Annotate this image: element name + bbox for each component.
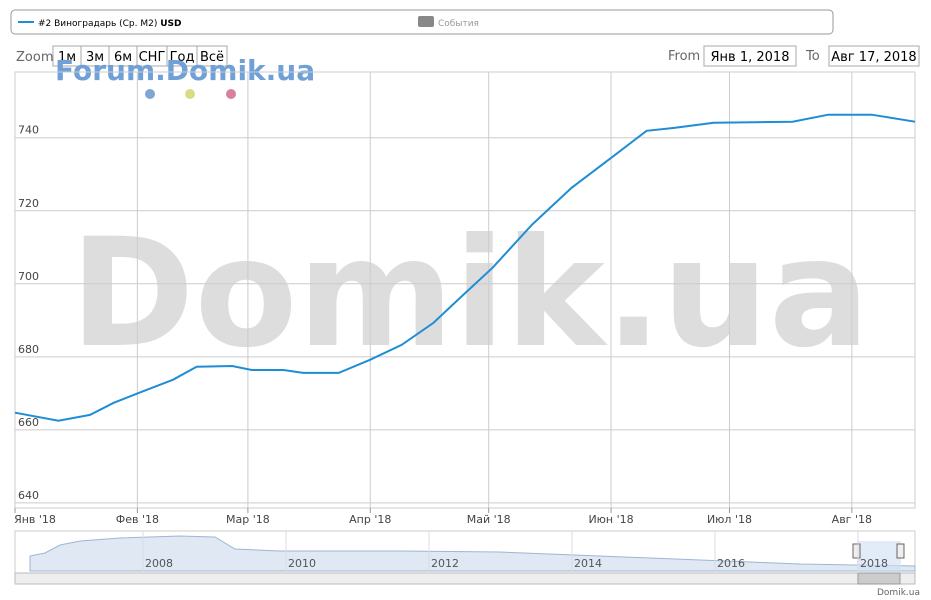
from-input[interactable] [703,45,797,67]
y-tick-label: 700 [18,270,39,283]
navigator-year: 2010 [288,557,316,570]
zoom-button-label: 3м [86,50,104,65]
navigator-year: 2014 [574,557,602,570]
navigator-year: 2008 [145,557,173,570]
nav-handle[interactable] [896,543,905,559]
x-tick-label: Янв '18 [14,513,56,526]
y-tick-label: 740 [18,124,39,137]
navigator-year: 2012 [431,557,459,570]
series-line [14,113,916,422]
zoom-button-label: СНГ [139,50,166,65]
nav-handle[interactable] [852,543,861,559]
x-tick-label: Авг '18 [832,513,872,526]
x-tick-label: Мар '18 [226,513,270,526]
to-label: To [805,49,820,64]
scrollbar-thumb[interactable] [857,572,901,585]
from-label: From [668,49,700,64]
events-label[interactable]: События [438,19,479,29]
watermark: Domik.ua [70,207,870,381]
navigator-year: 2018 [860,557,888,570]
legend-currency: USD [160,19,181,29]
to-input[interactable] [828,45,920,67]
zoom-button-label: 1м [58,50,76,65]
scrollbar[interactable] [14,572,916,585]
navigator-window[interactable] [857,541,901,571]
credit: Domik.ua [877,588,920,598]
y-tick-label: 720 [18,197,39,210]
x-tick-label: Фев '18 [116,513,159,526]
watermark-forum: Forum.Domik.ua [55,54,315,87]
events-swatch [418,16,434,27]
zoom-button-label: Всё [200,50,224,65]
dot [185,89,195,99]
zoom-button[interactable] [196,45,228,67]
navigator-year: 2016 [717,557,745,570]
y-tick-label: 680 [18,343,39,356]
zoom-label: Zoom [16,50,53,65]
x-tick-label: Апр '18 [349,513,391,526]
x-tick-label: Июн '18 [588,513,633,526]
legend-label[interactable]: #2 Виноградарь (Ср. М2) USD [38,19,182,29]
x-tick-label: Май '18 [467,513,511,526]
dot [145,89,155,99]
zoom-button-label: Год [170,50,195,65]
y-tick-label: 640 [18,489,39,502]
y-tick-label: 660 [18,416,39,429]
legend-series: #2 Виноградарь (Ср. М2) [38,19,157,29]
to-value: Авг 17, 2018 [831,50,916,65]
from-value: Янв 1, 2018 [711,50,790,65]
zoom-button-label: 6м [114,50,132,65]
navigator-series [29,535,916,572]
dot [226,89,236,99]
x-tick-label: Июл '18 [707,513,752,526]
